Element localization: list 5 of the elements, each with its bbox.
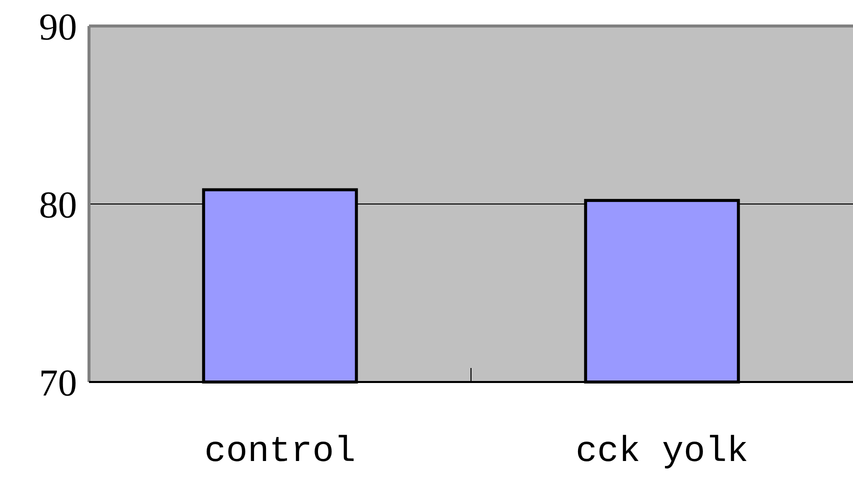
x-tick-label: cck yolk	[576, 431, 748, 472]
y-tick-label: 80	[39, 184, 77, 226]
y-tick-label: 70	[39, 362, 77, 404]
y-tick-label: 90	[39, 6, 77, 48]
x-tick-label: control	[204, 431, 356, 472]
